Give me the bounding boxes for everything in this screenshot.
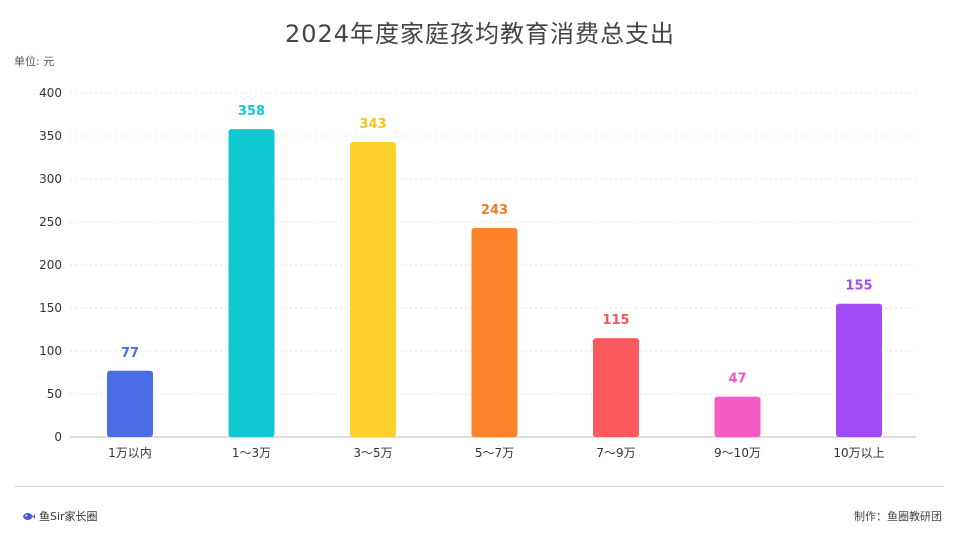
bar bbox=[593, 338, 639, 437]
bar bbox=[714, 396, 761, 437]
bar-value-label: 358 bbox=[238, 104, 265, 119]
fish-logo-icon bbox=[22, 512, 35, 520]
chart-title: 2024年度家庭孩均教育消费总支出 bbox=[284, 20, 676, 48]
y-tick-label: 200 bbox=[39, 258, 62, 272]
y-tick-label: 0 bbox=[54, 430, 62, 444]
y-axis-ticks: 0 50 100 150 200 250 300 350 400 bbox=[39, 86, 62, 444]
bar-value-label: 343 bbox=[359, 117, 386, 132]
bars bbox=[107, 129, 882, 437]
unit-label: 单位: 元 bbox=[14, 55, 55, 68]
footer-brand: 鱼Sir家长圈 bbox=[22, 508, 98, 524]
bar bbox=[107, 370, 153, 437]
y-tick-label: 50 bbox=[47, 387, 62, 401]
bar bbox=[350, 142, 396, 437]
y-tick-label: 100 bbox=[39, 344, 62, 358]
y-tick-label: 250 bbox=[39, 215, 62, 229]
bar-value-label: 47 bbox=[728, 372, 746, 387]
grid-lines bbox=[70, 92, 916, 395]
y-tick-label: 400 bbox=[39, 86, 62, 100]
y-tick-label: 150 bbox=[39, 301, 62, 315]
x-axis-categories: 1万以内 1～3万 3～5万 5～7万 7～9万 9～10万 10万以上 bbox=[108, 446, 884, 460]
y-tick-label: 350 bbox=[39, 129, 62, 143]
bar bbox=[228, 129, 275, 437]
footer-credit: 制作：鱼圈教研团 bbox=[854, 510, 942, 523]
x-category-label: 5～7万 bbox=[475, 446, 514, 460]
bar-value-label: 115 bbox=[602, 313, 629, 328]
x-category-label: 1～3万 bbox=[232, 446, 271, 460]
bar-value-label: 77 bbox=[121, 346, 139, 361]
x-category-label: 1万以内 bbox=[108, 446, 152, 460]
bar-value-label: 155 bbox=[845, 279, 872, 294]
value-labels: 77 358 343 243 115 47 155 bbox=[121, 104, 873, 386]
bar bbox=[836, 303, 882, 437]
bar bbox=[471, 228, 518, 437]
x-category-label: 7～9万 bbox=[596, 446, 635, 460]
x-category-label: 9～10万 bbox=[714, 446, 761, 460]
footer-brand-text: 鱼Sir家长圈 bbox=[39, 510, 98, 523]
x-category-label: 3～5万 bbox=[353, 446, 392, 460]
bar-value-label: 243 bbox=[481, 203, 508, 218]
x-category-label: 10万以上 bbox=[833, 446, 884, 460]
y-tick-label: 300 bbox=[39, 172, 62, 186]
footer-divider bbox=[14, 486, 944, 487]
